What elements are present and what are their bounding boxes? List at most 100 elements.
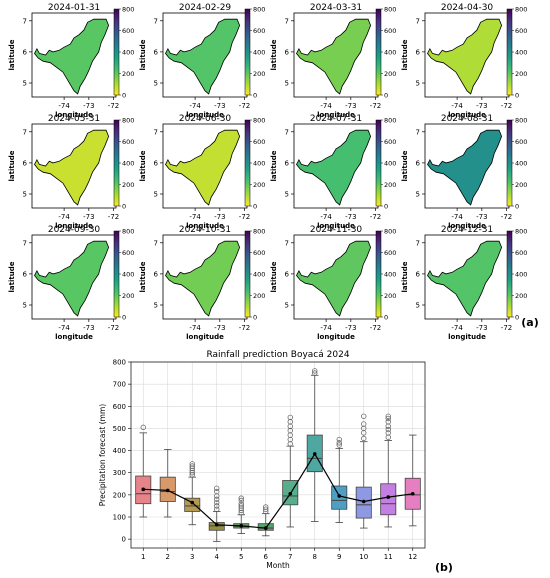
map-title: 2024-01-31 xyxy=(48,3,100,13)
region-shape xyxy=(34,240,110,317)
mean-line xyxy=(143,452,413,529)
x-axis-label: longitude xyxy=(317,222,355,230)
y-tick-label: 400 xyxy=(113,447,126,455)
colorbar xyxy=(244,8,251,96)
colorbar-tick-label: 0 xyxy=(253,92,257,100)
colorbar-tick-label: 400 xyxy=(515,49,527,57)
x-tick-label: 4 xyxy=(215,553,220,561)
colorbar xyxy=(375,8,382,96)
mean-point xyxy=(165,488,170,493)
x-tick-label: -73 xyxy=(476,102,487,110)
colorbar-tick-label: 400 xyxy=(253,271,265,279)
x-tick-label: 3 xyxy=(190,553,194,561)
x-tick-label: -74 xyxy=(189,324,201,332)
outlier-point xyxy=(140,424,146,430)
colorbar-tick-label: 0 xyxy=(253,203,257,211)
colorbar-tick-label: 600 xyxy=(122,27,134,35)
colorbar-tick-label: 0 xyxy=(384,92,388,100)
outlier-point xyxy=(385,413,391,419)
colorbar-tick-label: 600 xyxy=(122,249,134,257)
x-tick-label: 11 xyxy=(384,553,393,561)
y-tick-label: 5 xyxy=(154,302,158,310)
mean-point xyxy=(312,452,317,456)
y-tick-label: 5 xyxy=(154,80,158,88)
x-axis-label: longitude xyxy=(55,222,93,230)
map-title: 2024-05-31 xyxy=(48,114,100,124)
map-panel: 2024-03-31 -74 -73 -72 5 6 7 longitude latitude 0… xyxy=(270,3,396,119)
x-axis-label: longitude xyxy=(448,333,486,341)
colorbar-tick-label: 0 xyxy=(122,203,126,211)
outlier-point xyxy=(385,426,391,433)
outlier-point xyxy=(238,503,244,509)
y-tick-label: 6 xyxy=(23,48,28,56)
box-month xyxy=(233,495,250,535)
colorbar-tick-label: 800 xyxy=(515,6,527,14)
x-tick-label: -72 xyxy=(501,102,512,110)
y-tick-label: 6 xyxy=(154,48,159,56)
colorbar-tick-label: 200 xyxy=(122,292,134,300)
y-tick-label: 6 xyxy=(154,270,159,278)
region-shape xyxy=(165,18,241,95)
x-tick-label: -73 xyxy=(214,324,225,332)
x-tick-label: -74 xyxy=(451,102,463,110)
region-shape xyxy=(296,240,372,317)
colorbar-tick-label: 400 xyxy=(122,271,134,279)
map-title: 2024-07-31 xyxy=(310,114,362,124)
y-axis-label: latitude xyxy=(139,150,147,181)
colorbar xyxy=(506,119,513,207)
y-axis-label: latitude xyxy=(139,261,147,292)
mean-point xyxy=(386,495,391,499)
outlier-point xyxy=(361,435,367,442)
mean-point xyxy=(239,524,244,528)
y-tick-label: 7 xyxy=(154,239,158,247)
x-tick-label: 6 xyxy=(264,553,269,561)
colorbar-tick-label: 0 xyxy=(122,92,126,100)
y-axis-label: Precipitation forecast (mm) xyxy=(98,404,107,507)
outlier-point xyxy=(238,501,244,507)
colorbar xyxy=(506,230,513,318)
y-tick-label: 5 xyxy=(285,80,289,88)
y-tick-label: 6 xyxy=(416,159,421,167)
colorbar-tick-label: 200 xyxy=(384,181,396,189)
outlier-point xyxy=(189,463,195,469)
x-tick-label: -72 xyxy=(239,324,250,332)
y-tick-label: 7 xyxy=(154,128,158,136)
x-axis-label: Month xyxy=(266,561,290,570)
y-tick-label: 6 xyxy=(23,270,28,278)
x-tick-label: 12 xyxy=(408,553,417,561)
colorbar xyxy=(113,230,120,318)
x-tick-label: -74 xyxy=(58,102,70,110)
map-panel: 2024-02-29 -74 -73 -72 5 6 7 longitude latitude 0… xyxy=(139,3,265,119)
mean-point xyxy=(263,526,268,530)
y-tick-label: 5 xyxy=(23,302,27,310)
mean-point xyxy=(410,491,415,496)
y-tick-label: 600 xyxy=(113,403,126,411)
colorbar-tick-label: 800 xyxy=(515,117,527,125)
colorbar-tick-label: 600 xyxy=(122,138,134,146)
colorbar-tick-label: 600 xyxy=(253,27,265,35)
y-tick-label: 5 xyxy=(23,80,27,88)
x-axis-label: longitude xyxy=(186,333,224,341)
map-panel: 2024-07-31 -74 -73 -72 5 6 7 longitude latitude 0… xyxy=(270,114,396,230)
map-title: 2024-12-31 xyxy=(441,225,493,235)
x-tick-label: -73 xyxy=(83,324,94,332)
y-axis-label: latitude xyxy=(8,261,16,292)
y-tick-label: 700 xyxy=(113,381,126,389)
colorbar-tick-label: 600 xyxy=(515,249,527,257)
region-shape xyxy=(427,18,503,95)
y-tick-label: 7 xyxy=(23,128,27,136)
map-panel: 2024-01-31 -74 -73 -72 5 6 7 longitude latitude 0… xyxy=(8,3,134,119)
region-shape xyxy=(427,129,503,206)
colorbar-tick-label: 200 xyxy=(253,70,265,78)
mean-point xyxy=(214,522,219,527)
colorbar-tick-label: 200 xyxy=(515,181,527,189)
colorbar-tick-label: 800 xyxy=(122,228,134,236)
colorbar-tick-label: 400 xyxy=(515,271,527,279)
x-tick-label: 2 xyxy=(166,553,170,561)
y-tick-label: 5 xyxy=(416,302,420,310)
x-tick-label: -74 xyxy=(320,324,332,332)
box xyxy=(380,483,397,516)
x-tick-label: -73 xyxy=(214,213,225,221)
colorbar-tick-label: 400 xyxy=(515,160,527,168)
